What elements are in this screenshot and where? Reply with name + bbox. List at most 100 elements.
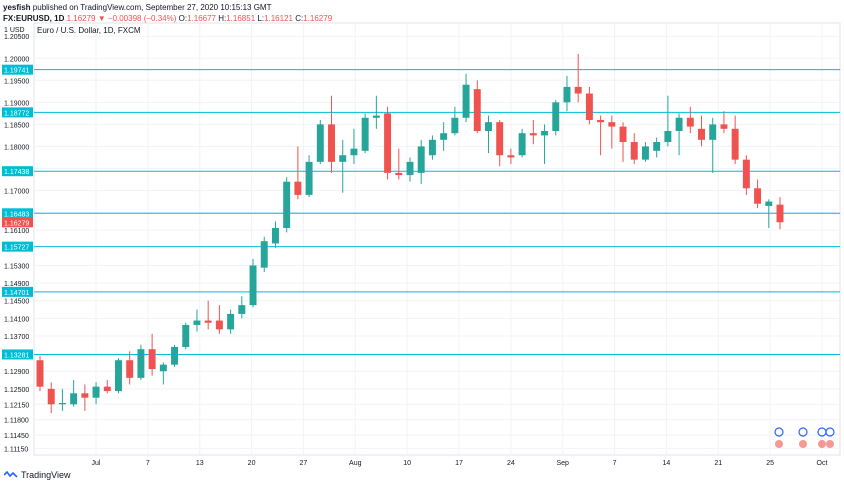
candle-up xyxy=(171,347,178,365)
x-tick-label: 21 xyxy=(714,460,722,467)
x-tick-label: 13 xyxy=(196,460,204,467)
candle-up xyxy=(552,102,559,131)
candle-up xyxy=(541,131,548,135)
y-tick-label: 1.19000 xyxy=(4,100,29,107)
candle-up xyxy=(765,202,772,206)
candle-down xyxy=(37,360,44,386)
y-tick-label: 1.11150 xyxy=(4,446,28,453)
candle-up xyxy=(642,146,649,159)
candle-down xyxy=(720,124,727,128)
candle-down xyxy=(575,87,582,94)
candle-up xyxy=(70,393,77,404)
y-tick-label: 1.11800 xyxy=(4,418,29,425)
candle-down xyxy=(81,393,88,397)
candle-up xyxy=(664,131,671,142)
y-tick-label: 1.12500 xyxy=(4,387,29,394)
x-tick-label: 7 xyxy=(613,460,617,467)
candle-up xyxy=(653,142,660,151)
candle-up xyxy=(93,387,100,398)
event-icon[interactable] xyxy=(775,440,783,448)
x-tick-label: 25 xyxy=(766,460,774,467)
y-tick-label: 1.20000 xyxy=(4,56,29,63)
candle-up xyxy=(272,228,279,243)
candle-up xyxy=(440,133,447,140)
price-axis[interactable]: 1.20500 1.20000 1.19500 1.19000 1.18500 1.180… xyxy=(2,27,33,453)
y-tick-label: 1.12900 xyxy=(4,369,29,376)
event-icon[interactable] xyxy=(799,440,807,448)
time-axis[interactable]: Jul 7 13 20 27 Aug 10 17 24 Sep 7 14 21 25 Oct xyxy=(92,460,828,467)
candle-up xyxy=(451,118,458,133)
y-tick-label: 1.18500 xyxy=(4,122,29,129)
candle-up xyxy=(238,305,245,314)
level-price-label: 1.17438 xyxy=(4,169,29,176)
candle-down xyxy=(743,160,750,189)
candle-up xyxy=(250,265,257,305)
x-tick-label: 7 xyxy=(146,460,150,467)
level-price-label: 1.14701 xyxy=(4,290,29,297)
plot-frame xyxy=(34,23,840,455)
price-chart[interactable]: 1.20500 1.20000 1.19500 1.19000 1.18500 1.180… xyxy=(0,0,844,470)
candle-up xyxy=(306,162,313,195)
candle-up xyxy=(339,155,346,162)
x-tick-label: Aug xyxy=(349,460,362,467)
x-tick-label: Jul xyxy=(92,460,101,467)
candle-up xyxy=(317,124,324,161)
candle-up xyxy=(182,325,189,347)
candle-down xyxy=(104,387,111,391)
candles xyxy=(37,54,784,413)
y-tick-label: 1.16100 xyxy=(4,228,29,235)
level-price-label: 1.18772 xyxy=(4,110,29,117)
tradingview-logo-icon xyxy=(4,471,18,480)
brand-label[interactable]: TradingView xyxy=(21,470,71,480)
x-tick-label: 17 xyxy=(455,460,463,467)
candle-down xyxy=(328,124,335,161)
candle-down xyxy=(597,120,604,122)
candle-down xyxy=(698,129,705,140)
x-tick-label: 27 xyxy=(300,460,308,467)
candle-down xyxy=(631,142,638,160)
candle-up xyxy=(373,116,380,118)
candle-up xyxy=(429,140,436,155)
candle-up xyxy=(193,321,200,325)
y-tick-label: 1.14500 xyxy=(4,299,29,306)
x-tick-label: Sep xyxy=(556,460,569,467)
candle-down xyxy=(732,129,739,160)
candle-down xyxy=(474,89,481,131)
candle-up xyxy=(463,85,470,118)
y-tick-label: 1.15300 xyxy=(4,263,29,270)
candle-down xyxy=(777,205,784,223)
event-icon[interactable] xyxy=(826,440,834,448)
candle-down xyxy=(507,155,514,157)
events-icons[interactable] xyxy=(775,428,834,448)
candle-down xyxy=(586,94,593,120)
candle-up xyxy=(362,118,369,151)
level-price-label: 1.19741 xyxy=(4,68,29,75)
y-tick-label: 1.17000 xyxy=(4,189,29,196)
candle-down xyxy=(608,122,615,126)
event-icon[interactable] xyxy=(818,440,826,448)
candle-up xyxy=(283,182,290,228)
candle-down xyxy=(205,321,212,323)
chart-title: Euro / U.S. Dollar, 1D, FXCM xyxy=(37,26,141,35)
y-tick-label: 1.11450 xyxy=(4,433,29,440)
candle-down xyxy=(530,133,537,135)
currency-label: 1 USD xyxy=(4,27,25,34)
candle-up xyxy=(137,349,144,378)
footer: TradingView xyxy=(4,470,71,480)
candle-up xyxy=(350,149,357,156)
y-tick-label: 1.18000 xyxy=(4,144,29,151)
candle-up xyxy=(519,133,526,155)
level-price-label: 1.13281 xyxy=(4,352,29,359)
x-tick-label: Oct xyxy=(817,460,828,467)
candle-up xyxy=(418,146,425,172)
candle-up xyxy=(407,162,414,175)
candle-up xyxy=(160,365,167,372)
candle-up xyxy=(261,241,268,267)
candle-down xyxy=(496,122,503,155)
y-tick-label: 1.13700 xyxy=(4,334,29,341)
candle-down xyxy=(216,321,223,330)
candle-up xyxy=(59,403,66,404)
candle-up xyxy=(227,314,234,329)
candle-up xyxy=(563,87,570,102)
candle-down xyxy=(126,360,133,378)
